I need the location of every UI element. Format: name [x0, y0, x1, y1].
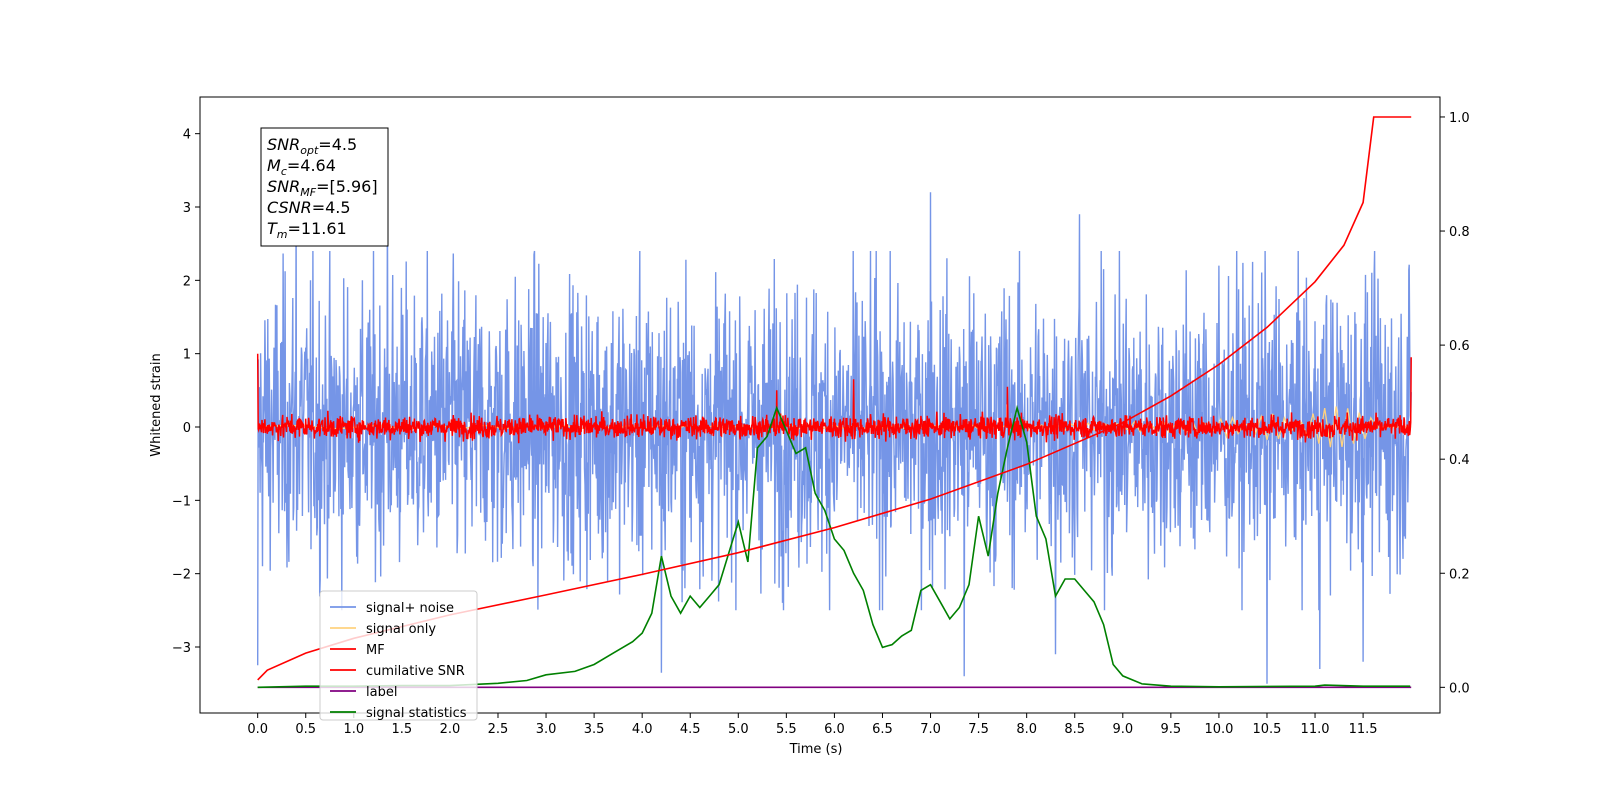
x-tick-label: 3.5: [584, 722, 605, 737]
x-tick-label: 11.0: [1301, 722, 1330, 737]
y2-tick-label: 0.0: [1449, 681, 1470, 696]
legend: signal+ noise signal only MF cumilative SNR…: [319, 590, 478, 721]
legend-label: signal only: [366, 622, 436, 637]
y2-tick-label: 0.8: [1449, 225, 1470, 240]
y-tick-label: −2: [172, 568, 191, 583]
x-tick-label: 9.0: [1112, 722, 1133, 737]
y-axis-right: 0.0 0.2 0.4 0.6 0.8 1.0: [1440, 111, 1470, 696]
x-tick-label: 8.0: [1016, 722, 1037, 737]
info-box-frame: [260, 127, 389, 247]
legend-label: cumilative SNR: [366, 664, 465, 679]
x-tick-label: 8.5: [1064, 722, 1085, 737]
x-tick-label: 10.0: [1204, 722, 1233, 737]
y-axis-label: Whitened strain: [149, 353, 164, 456]
x-tick-label: 1.0: [343, 722, 364, 737]
y-axis-left: −3 −2 −1 0 1 2 3 4: [172, 128, 200, 656]
info-box-line: Mc=4.64: [267, 156, 336, 178]
x-tick-label: 1.5: [392, 722, 413, 737]
x-tick-label: 4.0: [632, 722, 653, 737]
info-box-line: SNRopt=4.5: [267, 135, 357, 157]
x-axis: 0.0 0.5 1.0 1.5 2.0 2.5 3.0 3.5 4.0 4.5 5.0 5.5 6.0 6…: [247, 713, 1378, 737]
x-tick-label: 11.5: [1349, 722, 1378, 737]
legend-frame: [319, 590, 478, 721]
x-tick-label: 4.5: [680, 722, 701, 737]
y-tick-label: 3: [183, 201, 191, 216]
y-tick-label: −3: [172, 641, 191, 656]
info-box-line: SNRMF=[5.96]: [267, 177, 378, 199]
x-tick-label: 3.0: [536, 722, 557, 737]
x-tick-label: 9.5: [1161, 722, 1182, 737]
y-tick-label: 4: [183, 128, 191, 143]
y2-tick-label: 0.6: [1449, 339, 1470, 354]
x-tick-label: 0.5: [295, 722, 316, 737]
info-box-line: CSNR=4.5: [267, 198, 351, 217]
y-tick-label: 0: [183, 421, 191, 436]
y2-tick-label: 0.2: [1449, 567, 1470, 582]
legend-label: signal statistics: [366, 706, 467, 721]
legend-label: label: [366, 685, 397, 700]
legend-label: signal+ noise: [366, 601, 454, 616]
y-tick-label: 1: [183, 348, 191, 363]
x-tick-label: 6.0: [824, 722, 845, 737]
y2-tick-label: 0.4: [1449, 453, 1470, 468]
series-signal-noise-line: [257, 192, 1412, 684]
y2-tick-label: 1.0: [1449, 111, 1470, 126]
x-tick-label: 10.5: [1253, 722, 1282, 737]
x-tick-label: 2.0: [440, 722, 461, 737]
series-mf-line: [256, 353, 1412, 444]
legend-label: MF: [366, 643, 385, 658]
x-tick-label: 0.0: [247, 722, 268, 737]
x-tick-label: 6.5: [872, 722, 893, 737]
x-tick-label: 5.5: [776, 722, 797, 737]
y-tick-label: −1: [172, 494, 191, 509]
series-signal-statistics-line: [257, 404, 1411, 689]
y-tick-label: 2: [183, 274, 191, 289]
x-tick-label: 7.5: [968, 722, 989, 737]
info-box-line: Tm=11.61: [267, 219, 347, 241]
axes-frame: [199, 96, 1441, 714]
x-axis-label: Time (s): [789, 742, 843, 757]
x-tick-label: 2.5: [488, 722, 509, 737]
x-tick-label: 5.0: [728, 722, 749, 737]
x-tick-label: 7.0: [920, 722, 941, 737]
